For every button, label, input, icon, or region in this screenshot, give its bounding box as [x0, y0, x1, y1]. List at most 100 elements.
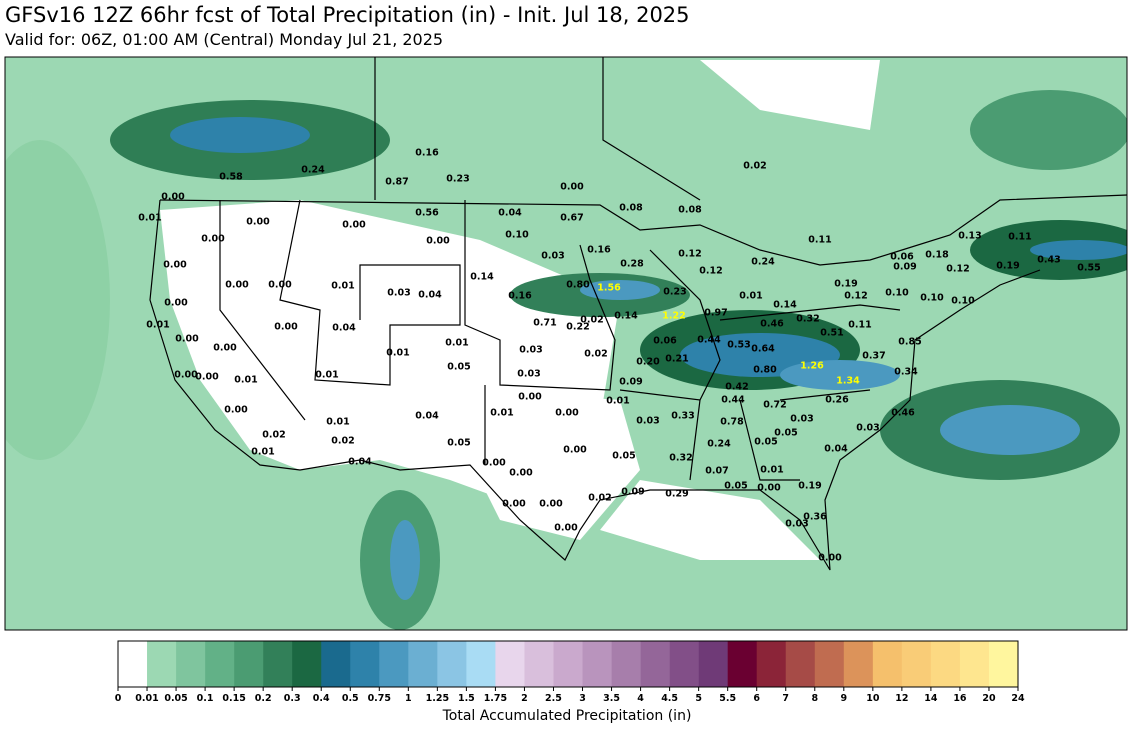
colorbar-tick-label: 0.01 [135, 693, 158, 704]
value-label: 0.85 [898, 337, 921, 348]
colorbar-bin [408, 641, 438, 687]
colorbar-bin [582, 641, 612, 687]
value-label: 0.67 [560, 213, 583, 224]
colorbar-tick-label: 2.5 [545, 693, 562, 704]
colorbar-tick-label: 3.5 [603, 693, 620, 704]
value-label: 0.19 [798, 481, 821, 492]
value-label: 0.09 [619, 377, 642, 388]
value-label: 0.28 [620, 259, 644, 270]
colorbar-bin [379, 641, 409, 687]
colorbar-tick-label: 0.75 [368, 693, 391, 704]
value-label: 0.00 [201, 234, 225, 245]
value-label: 0.00 [163, 260, 187, 271]
colorbar-bin [147, 641, 177, 687]
colorbar-bin [524, 641, 554, 687]
value-label: 0.00 [555, 408, 579, 419]
colorbar-bin [756, 641, 787, 687]
value-label: 0.42 [725, 382, 748, 393]
value-label: 0.01 [234, 375, 257, 386]
value-label: 0.04 [418, 290, 442, 301]
value-label: 0.64 [751, 344, 775, 355]
colorbar-tick-label: 8 [811, 693, 818, 704]
value-label: 0.46 [891, 408, 915, 419]
value-label: 0.05 [774, 428, 797, 439]
value-label: 0.00 [482, 458, 506, 469]
colorbar-bin [350, 641, 380, 687]
value-label: 0.12 [678, 249, 701, 260]
map-field [5, 57, 1127, 630]
value-label: 0.02 [588, 493, 611, 504]
value-label: 0.01 [138, 213, 161, 224]
value-label: 0.23 [446, 174, 469, 185]
colorbar-tick-label: 14 [924, 693, 938, 704]
value-label: 0.02 [580, 315, 603, 326]
value-label: 0.01 [445, 338, 468, 349]
colorbar-tick-label: 1.5 [458, 693, 475, 704]
value-label: 0.03 [517, 369, 540, 380]
colorbar-bin [234, 641, 264, 687]
value-label: 0.00 [225, 280, 249, 291]
value-label: 0.11 [848, 320, 871, 331]
value-label: 0.10 [885, 288, 909, 299]
value-label: 0.08 [678, 205, 702, 216]
value-label: 0.04 [415, 411, 439, 422]
value-label: 0.02 [584, 349, 607, 360]
colorbar-bin [466, 641, 496, 687]
value-label: 0.01 [315, 370, 338, 381]
value-label: 0.19 [996, 261, 1019, 272]
colorbar-tick-label: 5.5 [719, 693, 736, 704]
colorbar-tick-label: 1.75 [484, 693, 507, 704]
value-label: 0.01 [331, 281, 354, 292]
colorbar-bin [495, 641, 525, 687]
colorbar-tick-label: 0.5 [342, 693, 359, 704]
value-label: 0.53 [727, 340, 750, 351]
colorbar-bin [205, 641, 235, 687]
colorbar-tick-label: 5 [695, 693, 702, 704]
colorbar-tick-label: 0.05 [164, 693, 187, 704]
colorbar-label: Total Accumulated Precipitation (in) [442, 708, 692, 724]
colorbar-tick-label: 20 [982, 693, 996, 704]
colorbar-tick-label: 9 [840, 693, 847, 704]
value-label: 0.72 [763, 400, 786, 411]
colorbar-bin [872, 641, 903, 687]
colorbar-bin [640, 641, 670, 687]
value-label: 0.06 [653, 336, 677, 347]
value-label: 0.01 [490, 408, 513, 419]
colorbar-bin [901, 641, 932, 687]
value-label: 0.00 [563, 445, 587, 456]
value-label: 0.32 [669, 453, 692, 464]
value-label: 0.13 [958, 231, 981, 242]
colorbar-bin [814, 641, 845, 687]
value-label: 0.22 [566, 322, 589, 333]
value-label: 0.00 [268, 280, 292, 291]
value-label: 0.26 [825, 395, 849, 406]
value-label: 0.00 [818, 553, 842, 564]
colorbar-tick-label: 4 [637, 693, 644, 704]
colorbar-tick-label: 0.2 [255, 693, 272, 704]
value-label: 0.00 [246, 217, 270, 228]
value-label: 0.03 [636, 416, 659, 427]
colorbar-bin [988, 641, 1019, 687]
value-label: 0.07 [705, 466, 728, 477]
value-label: 0.29 [665, 489, 688, 500]
value-label: 0.14 [470, 272, 494, 283]
colorbar-tick-label: 7 [782, 693, 789, 704]
value-label: 0.04 [824, 444, 848, 455]
colorbar-bin [263, 641, 293, 687]
value-label: 0.00 [539, 499, 563, 510]
value-label: 0.03 [785, 519, 808, 530]
value-label: 0.05 [724, 481, 747, 492]
value-label: 0.05 [612, 451, 635, 462]
value-label: 0.04 [332, 323, 356, 334]
colorbar-tick-label: 0.3 [284, 693, 301, 704]
value-label: 0.14 [614, 311, 638, 322]
value-label: 0.01 [251, 447, 274, 458]
value-label: 0.16 [415, 148, 439, 159]
value-label: 0.05 [447, 362, 470, 373]
colorbar-bin [669, 641, 699, 687]
value-label: 0.10 [951, 296, 975, 307]
boundaries [149, 57, 1128, 571]
colorbar-tick-label: 0.4 [313, 693, 330, 704]
